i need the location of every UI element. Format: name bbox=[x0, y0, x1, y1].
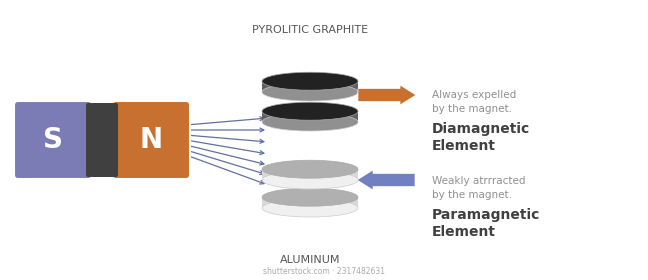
Text: S: S bbox=[43, 126, 63, 154]
Bar bbox=[262, 111, 358, 122]
Ellipse shape bbox=[262, 72, 358, 90]
Ellipse shape bbox=[262, 188, 358, 206]
Ellipse shape bbox=[262, 171, 358, 189]
Bar bbox=[262, 197, 358, 208]
FancyArrow shape bbox=[357, 170, 415, 190]
Text: PYROLITIC GRAPHITE: PYROLITIC GRAPHITE bbox=[252, 25, 368, 35]
Ellipse shape bbox=[262, 83, 358, 101]
FancyBboxPatch shape bbox=[112, 101, 190, 179]
Ellipse shape bbox=[262, 199, 358, 217]
Text: Weakly atrrracted
by the magnet.: Weakly atrrracted by the magnet. bbox=[432, 176, 526, 200]
Ellipse shape bbox=[262, 102, 358, 120]
Ellipse shape bbox=[262, 160, 358, 178]
FancyBboxPatch shape bbox=[86, 103, 118, 177]
Bar bbox=[262, 169, 358, 180]
Ellipse shape bbox=[262, 113, 358, 131]
Text: Diamagnetic
Element: Diamagnetic Element bbox=[432, 122, 530, 153]
Text: ALUMINUM: ALUMINUM bbox=[280, 255, 340, 265]
Bar bbox=[262, 81, 358, 92]
FancyBboxPatch shape bbox=[14, 101, 92, 179]
Text: N: N bbox=[139, 126, 163, 154]
FancyArrow shape bbox=[358, 85, 416, 105]
Text: Always expelled
by the magnet.: Always expelled by the magnet. bbox=[432, 90, 516, 114]
Text: shutterstock.com · 2317482631: shutterstock.com · 2317482631 bbox=[263, 267, 385, 276]
Text: Paramagnetic
Element: Paramagnetic Element bbox=[432, 208, 540, 239]
